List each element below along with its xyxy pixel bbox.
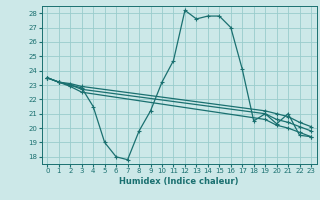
X-axis label: Humidex (Indice chaleur): Humidex (Indice chaleur) [119,177,239,186]
